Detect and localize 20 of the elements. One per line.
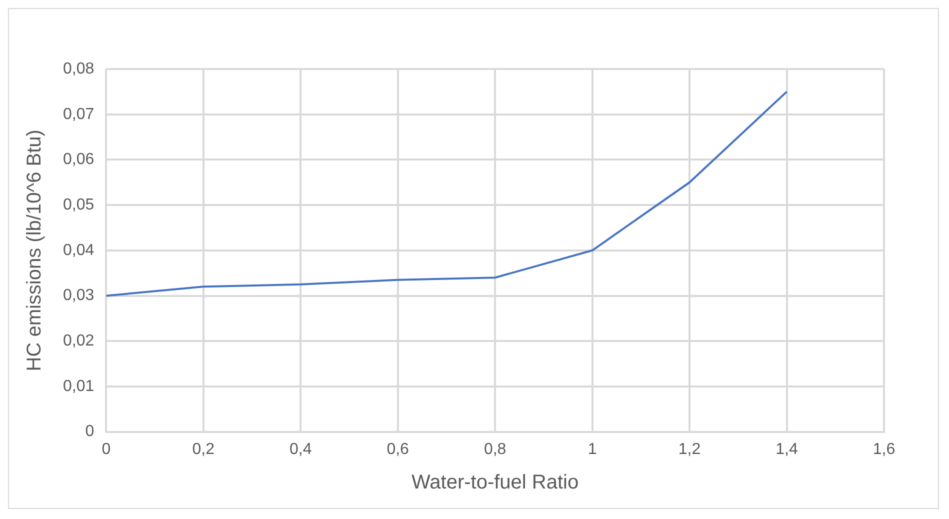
y-tick-label: 0,02 [63,332,94,350]
y-axis-title: HC emissions (lb/10^6 Btu) [24,130,46,372]
y-tick-label: 0,03 [63,287,94,304]
x-tick-label: 1,4 [776,440,798,458]
x-tick-label: 0,6 [386,440,410,458]
y-tick-label: 0,04 [63,242,94,259]
x-tick-label: 1,6 [872,440,896,458]
y-tick-label: 0,08 [63,60,94,78]
y-tick-label: 0,05 [63,196,94,214]
x-tick-label: 0,4 [289,440,312,458]
y-tick-label: 0,06 [63,151,94,168]
x-tick-label: 0,8 [484,440,506,458]
y-tick-label: 0,01 [63,378,94,395]
x-tick-label: 0 [102,440,111,458]
y-tick-label: 0,07 [63,106,94,123]
x-tick-label: 0,2 [192,440,215,458]
x-tick-label: 1,2 [678,440,701,458]
x-tick-label: 1 [588,440,597,458]
y-tick-label: 0 [85,423,94,440]
x-axis-title: Water-to-fuel Ratio [412,472,579,494]
